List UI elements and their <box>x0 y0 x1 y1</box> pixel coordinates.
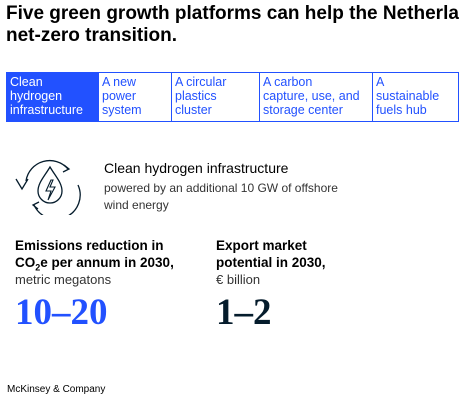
section-description: powered by an additional 10 GW of offsho… <box>104 181 338 212</box>
emissions-unit: metric megatons <box>15 272 112 287</box>
emissions-label: Emissions reduction in CO2e per annum in… <box>15 237 174 277</box>
footer-brand: McKinsey & Company <box>7 384 106 395</box>
headline-line-2: net-zero transition. <box>6 25 178 46</box>
tab-carbon-capture[interactable]: A carbon capture, use, and storage cente… <box>260 73 373 121</box>
export-label-line-1: Export market <box>216 238 307 253</box>
export-value: 1–2 <box>216 292 272 333</box>
tab-circular-plastics[interactable]: A circular plastics cluster <box>172 73 260 121</box>
section-title: Clean hydrogen infrastructure <box>104 160 289 176</box>
tab-clean-hydrogen[interactable]: Clean hydrogen infrastructure <box>7 73 99 121</box>
tab-new-power-system[interactable]: A new power system <box>99 73 172 121</box>
headline: Five green growth platforms can help the… <box>6 3 459 47</box>
hydrogen-drop-cycle-icon <box>12 155 92 220</box>
export-label-line-2: potential in 2030, <box>216 255 326 270</box>
export-label: Export market potential in 2030, <box>216 237 326 271</box>
export-unit: € billion <box>216 272 261 287</box>
emissions-label-line-2: CO2e per annum in 2030, <box>15 255 174 273</box>
emissions-label-line-1: Emissions reduction in <box>15 238 164 253</box>
emissions-value: 10–20 <box>15 292 108 333</box>
headline-line-1: Five green growth platforms can help the… <box>6 3 459 24</box>
platform-tabs: Clean hydrogen infrastructure A new powe… <box>6 72 459 122</box>
tab-sustainable-fuels[interactable]: A sustainable fuels hub <box>373 73 458 121</box>
